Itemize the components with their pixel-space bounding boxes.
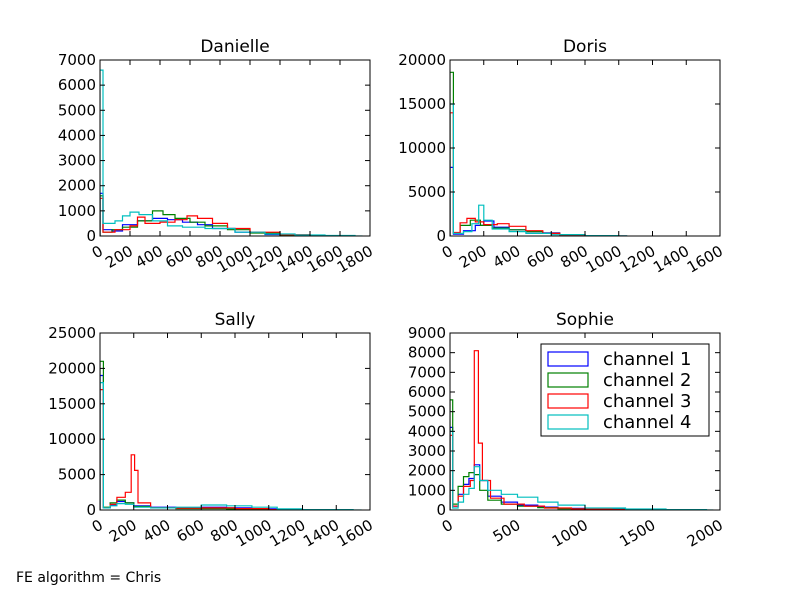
axes-frame bbox=[449, 59, 721, 237]
x-tick-label: 400 bbox=[140, 516, 174, 546]
subplot-danielle: Danielle01000200030004000500060007000020… bbox=[58, 37, 376, 277]
legend-label: channel 4 bbox=[603, 412, 691, 433]
y-tick-label: 5000 bbox=[58, 466, 96, 484]
y-tick-label: 3000 bbox=[408, 442, 446, 460]
legend-swatch bbox=[547, 372, 589, 388]
x-tick-label: 200 bbox=[456, 242, 490, 272]
chart-title: Doris bbox=[563, 37, 607, 57]
chart-title: Sophie bbox=[556, 310, 614, 330]
legend-label: channel 2 bbox=[603, 370, 691, 391]
axes-frame bbox=[99, 332, 371, 511]
y-tick-label: 6000 bbox=[408, 383, 446, 401]
axes-frame bbox=[99, 59, 371, 237]
x-tick-label: 0 bbox=[89, 516, 106, 536]
y-tick-label: 2000 bbox=[408, 462, 446, 480]
x-tick-label: 2000 bbox=[684, 516, 726, 551]
x-tick-label: 1000 bbox=[549, 516, 591, 551]
footer-caption: FE algorithm = Chris bbox=[16, 570, 162, 586]
x-tick-label: 1600 bbox=[334, 516, 376, 551]
y-tick-label: 0 bbox=[436, 227, 446, 245]
x-tick-label: 200 bbox=[106, 516, 140, 546]
y-tick-label: 20000 bbox=[48, 359, 96, 377]
legend-swatch bbox=[547, 393, 589, 409]
x-tick-label: 600 bbox=[523, 242, 557, 272]
x-tick-label: 1500 bbox=[616, 516, 658, 551]
y-tick-label: 8000 bbox=[408, 344, 446, 362]
x-tick-label: 600 bbox=[173, 516, 207, 546]
legend-box bbox=[540, 343, 710, 437]
chart-title: Sally bbox=[215, 310, 256, 330]
y-tick-label: 6000 bbox=[58, 76, 96, 94]
series-channel-4 bbox=[100, 382, 362, 510]
y-tick-label: 0 bbox=[86, 501, 96, 519]
series-channel-2 bbox=[100, 360, 295, 510]
series-channel-1 bbox=[100, 192, 333, 236]
y-tick-label: 2000 bbox=[58, 177, 96, 195]
y-tick-label: 0 bbox=[86, 227, 96, 245]
y-tick-label: 3000 bbox=[58, 152, 96, 170]
y-tick-label: 4000 bbox=[58, 126, 96, 144]
legend-swatch bbox=[547, 414, 589, 430]
x-tick-label: 400 bbox=[132, 242, 166, 272]
y-tick-label: 5000 bbox=[408, 183, 446, 201]
series-channel-4 bbox=[450, 103, 628, 236]
y-tick-label: 25000 bbox=[48, 324, 96, 342]
x-tick-label: 1800 bbox=[334, 242, 376, 277]
y-tick-label: 9000 bbox=[408, 324, 446, 342]
x-tick-label: 200 bbox=[102, 242, 136, 272]
chart-title: Danielle bbox=[200, 37, 269, 57]
y-tick-label: 7000 bbox=[58, 51, 96, 69]
x-tick-label: 400 bbox=[490, 242, 524, 272]
series-channel-3 bbox=[450, 112, 594, 236]
series-channel-4 bbox=[100, 69, 363, 236]
y-tick-label: 7000 bbox=[408, 363, 446, 381]
series-channel-4 bbox=[450, 430, 714, 510]
y-tick-label: 4000 bbox=[408, 422, 446, 440]
series-channel-3 bbox=[100, 197, 318, 236]
y-tick-label: 0 bbox=[436, 501, 446, 519]
legend-label: channel 3 bbox=[603, 391, 691, 412]
x-tick-label: 500 bbox=[490, 516, 524, 546]
x-tick-label: 0 bbox=[439, 242, 456, 262]
y-tick-label: 1000 bbox=[408, 481, 446, 499]
y-tick-label: 10000 bbox=[398, 139, 446, 157]
x-tick-label: 600 bbox=[162, 242, 196, 272]
y-tick-label: 15000 bbox=[398, 95, 446, 113]
x-tick-label: 1600 bbox=[684, 242, 726, 277]
y-tick-label: 15000 bbox=[48, 395, 96, 413]
series-channel-2 bbox=[100, 195, 318, 236]
series-channel-1 bbox=[450, 426, 673, 510]
legend-label: channel 1 bbox=[603, 349, 691, 370]
y-tick-label: 20000 bbox=[398, 51, 446, 69]
series-channel-1 bbox=[450, 166, 628, 236]
series-channel-3 bbox=[100, 389, 311, 510]
series-channel-2 bbox=[450, 71, 628, 236]
y-tick-label: 10000 bbox=[48, 430, 96, 448]
y-tick-label: 1000 bbox=[58, 202, 96, 220]
legend-swatch bbox=[547, 351, 589, 367]
y-tick-label: 5000 bbox=[58, 101, 96, 119]
x-tick-label: 0 bbox=[439, 516, 456, 536]
y-tick-label: 5000 bbox=[408, 403, 446, 421]
